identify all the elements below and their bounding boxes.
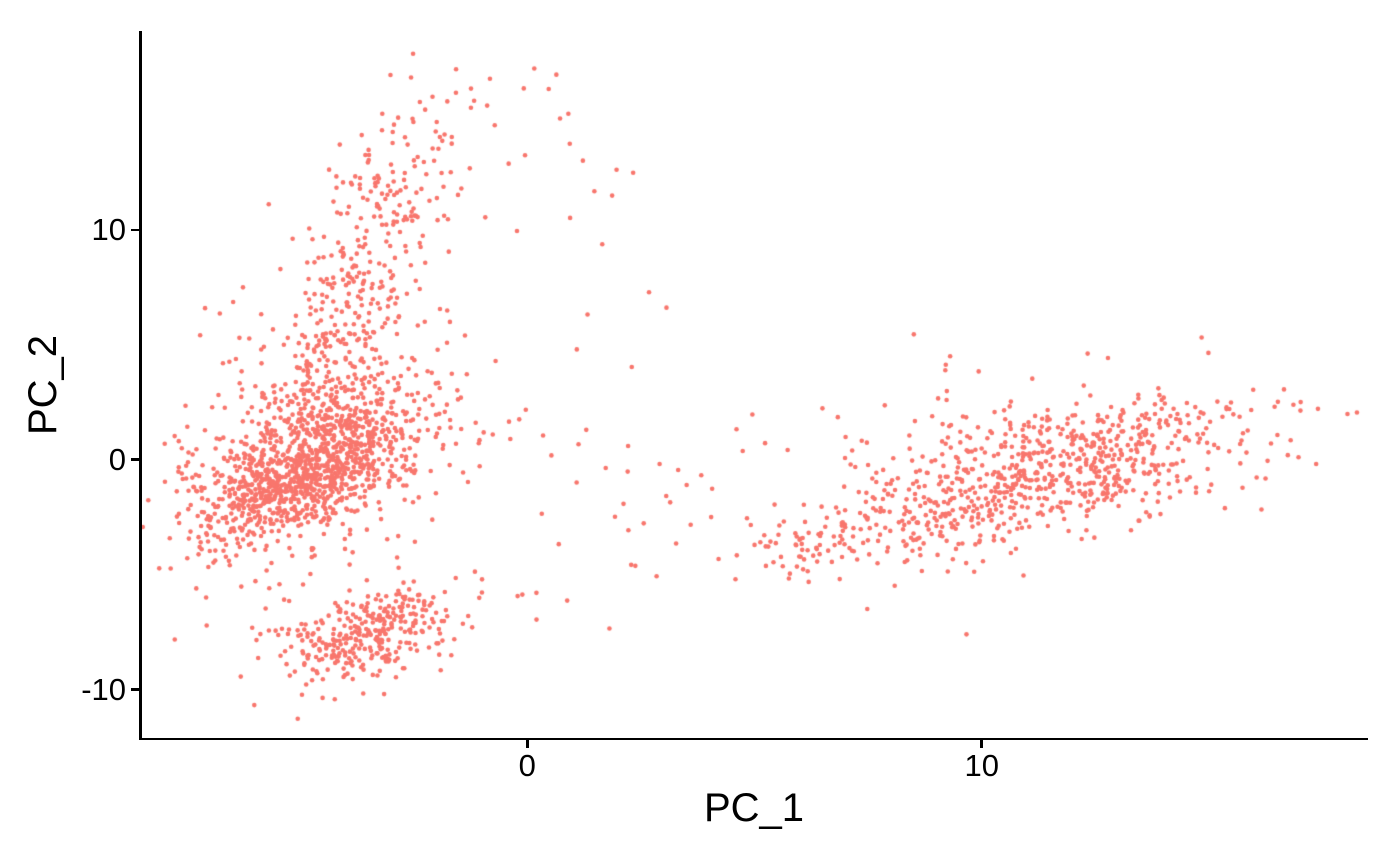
y-tick-label: 0 bbox=[108, 441, 126, 477]
x-tick-label: 0 bbox=[518, 748, 536, 783]
x-axis-line bbox=[139, 737, 1368, 740]
y-tick-label: -10 bbox=[81, 671, 126, 707]
y-tick-mark bbox=[131, 688, 139, 691]
y-tick-mark bbox=[131, 228, 139, 232]
y-axis-line bbox=[139, 31, 142, 740]
x-tick-mark bbox=[980, 740, 983, 748]
y-axis-title: PC_2 bbox=[21, 334, 65, 436]
x-tick-label: 10 bbox=[964, 748, 999, 783]
y-tick-label: 10 bbox=[91, 211, 126, 247]
y-tick-mark bbox=[131, 458, 139, 461]
x-tick-mark bbox=[526, 740, 529, 748]
x-axis-title: PC_1 bbox=[703, 786, 805, 830]
